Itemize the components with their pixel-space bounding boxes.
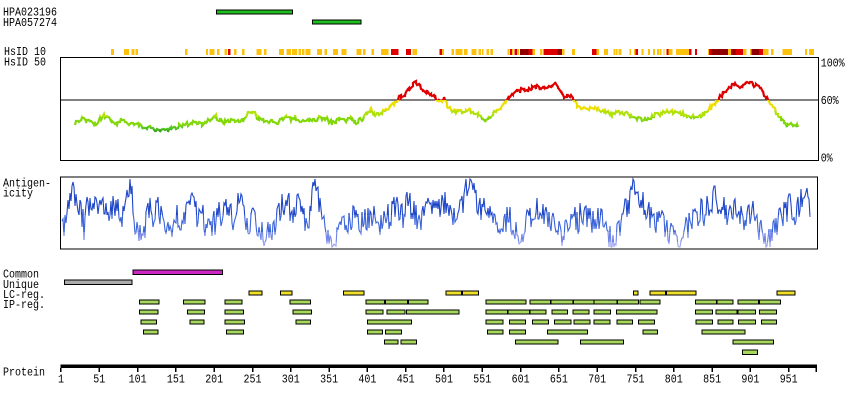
svg-text:100%: 100% — [821, 58, 845, 71]
svg-text:451: 451 — [397, 373, 415, 386]
svg-text:Common: Common — [3, 268, 39, 281]
svg-text:60%: 60% — [821, 95, 839, 108]
svg-text:HsID 10: HsID 10 — [4, 46, 46, 59]
svg-text:IP-reg.: IP-reg. — [3, 299, 45, 312]
svg-text:551: 551 — [473, 373, 491, 386]
svg-text:Unique: Unique — [3, 279, 39, 292]
svg-text:851: 851 — [703, 373, 721, 386]
svg-text:51: 51 — [93, 373, 105, 386]
svg-text:651: 651 — [550, 373, 568, 386]
svg-text:201: 201 — [205, 373, 223, 386]
svg-text:501: 501 — [435, 373, 453, 386]
svg-text:Antigen-: Antigen- — [3, 177, 51, 190]
svg-text:HPA023196: HPA023196 — [3, 7, 57, 20]
svg-text:301: 301 — [282, 373, 300, 386]
svg-text:101: 101 — [129, 373, 147, 386]
svg-text:HPA057274: HPA057274 — [3, 17, 57, 30]
svg-text:751: 751 — [627, 373, 645, 386]
svg-text:951: 951 — [780, 373, 798, 386]
svg-text:801: 801 — [665, 373, 683, 386]
svg-text:0%: 0% — [821, 153, 833, 166]
svg-text:901: 901 — [741, 373, 759, 386]
svg-text:601: 601 — [512, 373, 530, 386]
svg-text:401: 401 — [358, 373, 376, 386]
svg-text:1: 1 — [58, 373, 64, 386]
svg-text:251: 251 — [244, 373, 262, 386]
svg-text:LC-reg.: LC-reg. — [3, 289, 45, 302]
svg-text:351: 351 — [320, 373, 338, 386]
svg-text:701: 701 — [588, 373, 606, 386]
svg-text:HsID 50: HsID 50 — [4, 57, 46, 70]
svg-text:icity: icity — [3, 187, 33, 200]
svg-text:Protein: Protein — [3, 366, 45, 379]
svg-text:151: 151 — [167, 373, 185, 386]
